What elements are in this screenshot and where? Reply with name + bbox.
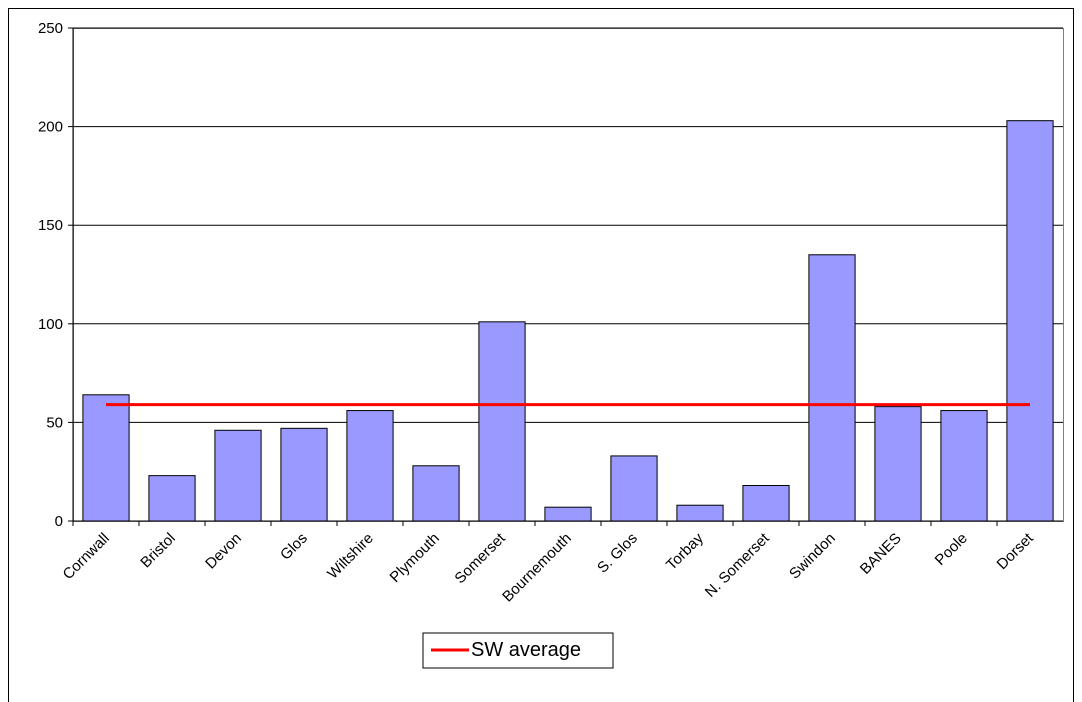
bar [544,506,592,522]
y-tick-label: 250 [38,20,63,37]
bar [610,455,658,522]
bar [280,427,328,522]
legend-label: SW average [471,639,581,661]
bar [1006,120,1054,522]
y-tick-label: 0 [55,513,63,530]
bar [82,394,130,522]
bar [676,504,724,522]
y-tick-label: 150 [38,217,63,234]
y-tick-label: 200 [38,119,63,136]
bar [148,475,196,522]
bar [478,321,526,522]
y-tick-label: 50 [46,414,63,431]
bar [412,465,460,522]
bar [808,254,856,522]
y-tick-label: 100 [38,316,63,333]
bar [874,406,922,522]
bar [346,410,394,522]
bar [940,410,988,522]
bar [742,485,790,522]
bar [214,429,262,522]
